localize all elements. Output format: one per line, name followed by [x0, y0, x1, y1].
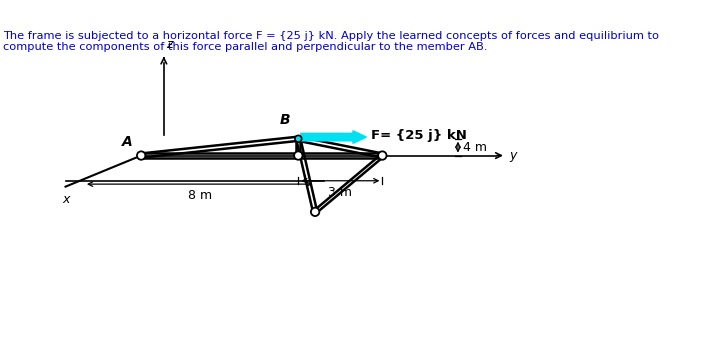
Text: F= {25 j} kN: F= {25 j} kN — [371, 129, 467, 142]
Text: z: z — [165, 38, 172, 51]
Text: compute the components of this force parallel and perpendicular to the member AB: compute the components of this force par… — [4, 42, 488, 52]
Circle shape — [294, 151, 303, 160]
Text: 4 m: 4 m — [463, 141, 487, 154]
Circle shape — [137, 151, 146, 160]
Circle shape — [311, 208, 320, 216]
FancyArrow shape — [300, 131, 366, 143]
Text: A: A — [122, 135, 133, 149]
Text: 3 m: 3 m — [328, 186, 352, 199]
Text: The frame is subjected to a horizontal force F = {25 j} kN. Apply the learned co: The frame is subjected to a horizontal f… — [4, 31, 660, 41]
Text: x: x — [62, 193, 69, 207]
Circle shape — [295, 136, 302, 142]
Text: B: B — [279, 113, 290, 127]
Text: y: y — [509, 149, 517, 162]
Text: 8 m: 8 m — [187, 189, 211, 202]
Circle shape — [378, 151, 387, 160]
